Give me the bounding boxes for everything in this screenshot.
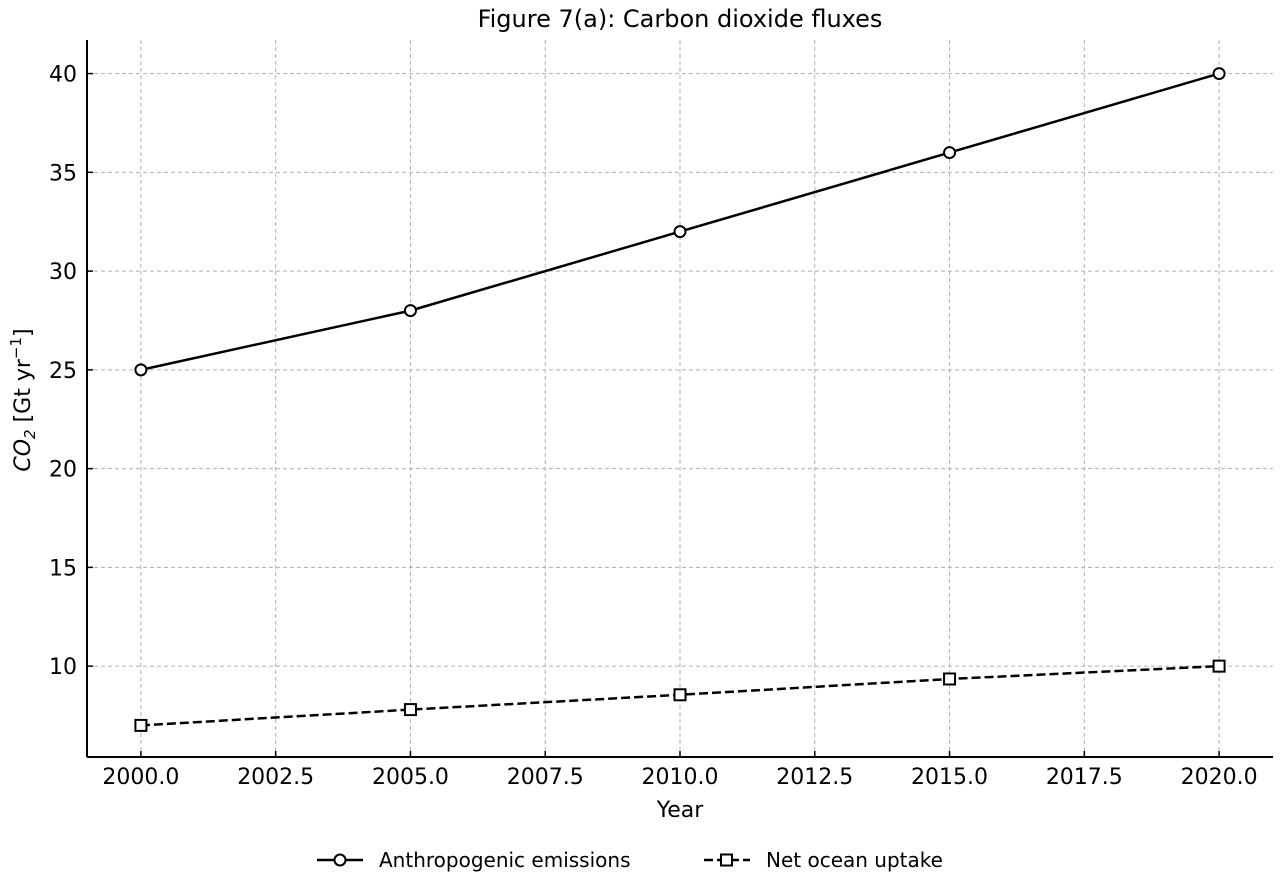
- legend-label-anthropogenic: Anthropogenic emissions: [379, 848, 630, 872]
- y-tick-label: 10: [49, 655, 77, 680]
- y-axis-label-subscript: 2: [21, 429, 39, 439]
- data-point-circle: [403, 304, 417, 318]
- y-axis-label-superscript: −1: [7, 337, 25, 359]
- chart-title: Figure 7(a): Carbon dioxide fluxes: [478, 5, 883, 33]
- x-tick-label: 2007.5: [507, 765, 584, 790]
- x-tick-label: 2005.0: [372, 765, 449, 790]
- y-tick-label: 20: [49, 458, 77, 483]
- data-point-square: [673, 688, 687, 702]
- legend-marker-circle: [333, 853, 347, 867]
- grid: [87, 40, 1273, 757]
- data-point-circle: [1212, 67, 1226, 81]
- ticks: 2000.0 2002.5 2005.0 2007.5 2010.0 2012.5 2015…: [49, 63, 1258, 790]
- legend-item-anthropogenic: Anthropogenic emissions: [317, 848, 630, 872]
- y-axis-label-close: ]: [11, 328, 36, 337]
- y-tick-label: 25: [49, 359, 77, 384]
- x-tick-label: 2012.5: [776, 765, 853, 790]
- x-tick-label: 2000.0: [102, 765, 179, 790]
- data-point-circle: [134, 363, 148, 377]
- x-tick-label: 2015.0: [911, 765, 988, 790]
- y-axis-label-main: CO: [11, 439, 36, 472]
- legend-marker-square: [720, 853, 733, 867]
- y-axis-label-units: [Gt yr: [11, 358, 36, 429]
- y-tick-label: 40: [49, 63, 77, 88]
- x-tick-label: 2020.0: [1181, 765, 1258, 790]
- legend: Anthropogenic emissions Net ocean uptake: [317, 848, 943, 872]
- data-point-circle: [673, 225, 687, 239]
- data-point-square: [403, 703, 417, 717]
- y-tick-label: 30: [49, 260, 77, 285]
- x-tick-label: 2017.5: [1046, 765, 1123, 790]
- x-tick-label: 2010.0: [642, 765, 719, 790]
- legend-item-ocean: Net ocean uptake: [704, 848, 943, 872]
- x-tick-label: 2002.5: [237, 765, 314, 790]
- series-layer: [134, 67, 1226, 732]
- y-tick-label: 15: [49, 556, 77, 581]
- data-point-square: [134, 718, 148, 732]
- data-point-square: [1212, 659, 1226, 673]
- y-axis-label: CO2 [Gt yr−1]: [7, 328, 39, 471]
- legend-label-ocean: Net ocean uptake: [766, 848, 943, 872]
- y-tick-label: 35: [49, 161, 77, 186]
- x-axis-label: Year: [656, 798, 705, 823]
- data-point-circle: [943, 146, 957, 160]
- data-point-square: [943, 672, 957, 686]
